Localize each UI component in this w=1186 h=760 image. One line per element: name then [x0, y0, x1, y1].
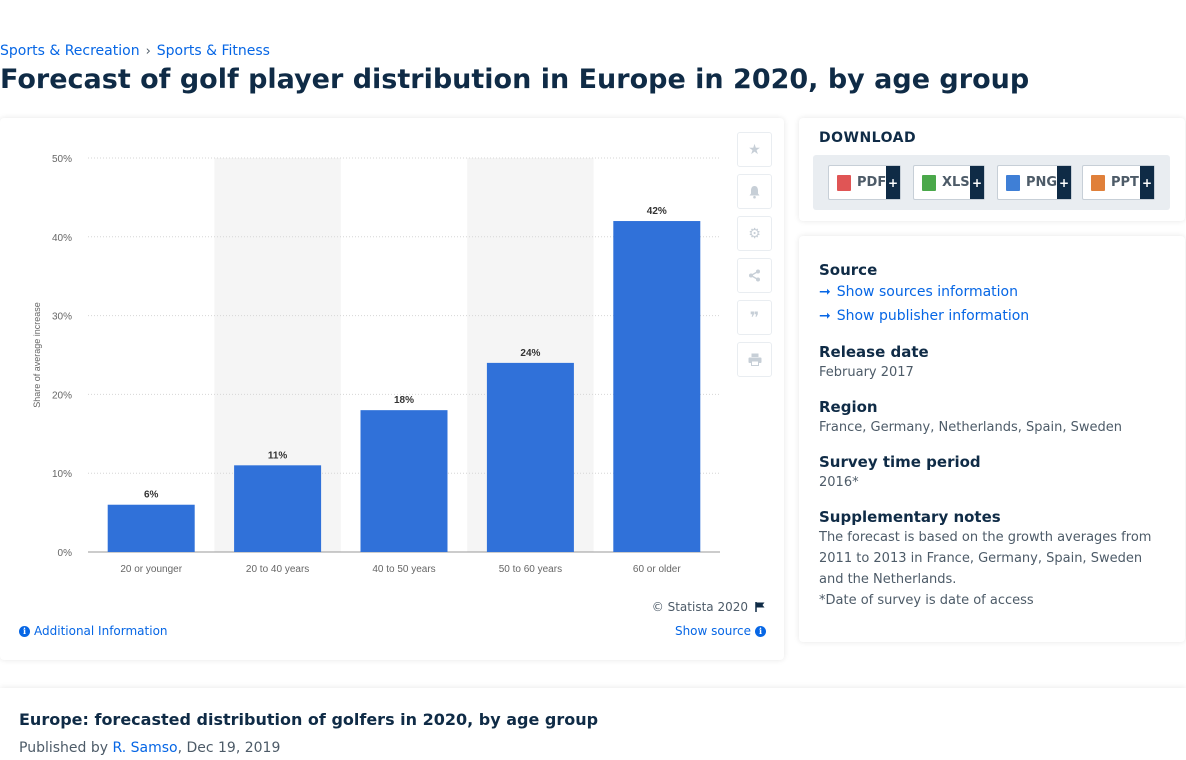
- release-date-value: February 2017: [819, 365, 914, 380]
- x-tick-label: 40 to 50 years: [372, 564, 435, 575]
- region-heading: Region: [819, 398, 878, 416]
- download-card: DOWNLOAD PDF + XLS + PNG + PPT +: [799, 118, 1185, 221]
- plus-icon: +: [886, 166, 900, 199]
- x-tick-label: 60 or older: [633, 564, 681, 575]
- published-by: Published by R. Samso, Dec 19, 2019: [19, 740, 280, 756]
- show-sources-label: Show sources information: [836, 284, 1018, 300]
- share-icon: [749, 269, 760, 282]
- bar: [107, 504, 195, 552]
- data-label: 11%: [268, 450, 288, 461]
- chart-card: 0% 10% 20% 30% 40% 50% 6% 20 or younger 11% 20 to…: [0, 118, 784, 660]
- print-button[interactable]: [737, 342, 772, 377]
- arrow-right-icon: ➞: [819, 308, 831, 324]
- supplementary-notes-heading: Supplementary notes: [819, 508, 1001, 526]
- data-label: 42%: [647, 206, 667, 217]
- download-png-label: PNG: [1026, 175, 1058, 190]
- arrow-right-icon: ➞: [819, 284, 831, 300]
- quote-icon: ❞: [749, 308, 760, 327]
- breadcrumb: Sports & Recreation › Sports & Fitness: [0, 43, 270, 59]
- bar: [613, 221, 701, 552]
- additional-information-label: Additional Information: [34, 624, 168, 638]
- survey-period-heading: Survey time period: [819, 453, 981, 471]
- show-sources-link[interactable]: ➞ Show sources information: [819, 284, 1018, 300]
- data-label: 24%: [520, 348, 540, 359]
- share-button[interactable]: [737, 258, 772, 293]
- show-publisher-label: Show publisher information: [836, 308, 1030, 324]
- y-tick-label: 20%: [52, 390, 72, 401]
- copyright-notice: © Statista 2020: [652, 600, 766, 614]
- release-date-heading: Release date: [819, 343, 929, 361]
- plus-icon: +: [1057, 166, 1071, 199]
- show-publisher-link[interactable]: ➞ Show publisher information: [819, 308, 1029, 324]
- description-title: Europe: forecasted distribution of golfe…: [19, 710, 599, 729]
- copyright-text: © Statista 2020: [651, 600, 748, 614]
- info-icon: i: [755, 625, 766, 637]
- y-axis-title: Share of average increase: [32, 302, 42, 408]
- xls-file-icon: [922, 174, 936, 191]
- bar-chart: 0% 10% 20% 30% 40% 50% 6% 20 or younger 11% 20 to…: [32, 154, 720, 575]
- additional-information-link[interactable]: i Additional Information: [19, 624, 168, 638]
- y-tick-label: 50%: [52, 154, 72, 165]
- ppt-file-icon: [1091, 174, 1105, 191]
- download-heading: DOWNLOAD: [819, 130, 917, 146]
- y-tick-label: 10%: [52, 469, 72, 480]
- page-title: Forecast of golf player distribution in …: [0, 64, 1030, 95]
- region-value: France, Germany, Netherlands, Spain, Swe…: [819, 420, 1122, 435]
- settings-button[interactable]: ⚙: [737, 216, 772, 251]
- bar: [486, 362, 574, 552]
- statistic-details-card: Source ➞ Show sources information ➞ Show…: [799, 236, 1185, 642]
- data-label: 6%: [144, 490, 159, 501]
- info-icon: i: [19, 625, 30, 637]
- download-ppt-button[interactable]: PPT +: [1082, 165, 1155, 200]
- star-icon: ★: [748, 141, 761, 158]
- bar: [234, 465, 322, 552]
- y-tick-label: 0%: [58, 548, 73, 559]
- x-tick-label: 20 or younger: [120, 564, 182, 575]
- download-ppt-label: PPT: [1111, 175, 1139, 190]
- download-xls-button[interactable]: XLS +: [913, 165, 985, 200]
- breadcrumb-item-sports-recreation[interactable]: Sports & Recreation: [0, 43, 140, 59]
- plus-icon: +: [970, 166, 984, 199]
- author-link[interactable]: R. Samso: [112, 740, 178, 756]
- print-icon: [748, 353, 761, 366]
- bar: [360, 410, 448, 552]
- download-buttons: PDF + XLS + PNG + PPT +: [813, 155, 1170, 210]
- plus-icon: +: [1140, 166, 1154, 199]
- breadcrumb-item-sports-fitness[interactable]: Sports & Fitness: [156, 43, 270, 59]
- chart-tools: ★ ⚙ ❞: [737, 132, 772, 377]
- source-heading: Source: [819, 261, 878, 279]
- pdf-file-icon: [837, 174, 851, 191]
- description-card: Europe: forecasted distribution of golfe…: [0, 688, 1186, 760]
- cite-button[interactable]: ❞: [737, 300, 772, 335]
- published-date: , Dec 19, 2019: [177, 740, 281, 756]
- notify-button[interactable]: [737, 174, 772, 209]
- gear-icon: ⚙: [748, 225, 761, 242]
- bell-icon: [749, 185, 760, 198]
- download-pdf-label: PDF: [857, 175, 887, 190]
- data-label: 18%: [394, 395, 414, 406]
- published-prefix: Published by: [19, 740, 113, 756]
- x-tick-label: 20 to 40 years: [246, 564, 309, 575]
- y-tick-label: 40%: [52, 233, 72, 244]
- show-source-label: Show source: [674, 624, 751, 638]
- show-source-link[interactable]: Show source i: [675, 624, 766, 638]
- breadcrumb-separator-icon: ›: [145, 43, 151, 59]
- y-tick-label: 30%: [52, 312, 72, 323]
- favorite-button[interactable]: ★: [737, 132, 772, 167]
- supplementary-notes-value: The forecast is based on the growth aver…: [819, 530, 1152, 587]
- png-file-icon: [1006, 174, 1020, 191]
- download-xls-label: XLS: [942, 175, 970, 190]
- flag-icon[interactable]: [754, 601, 766, 613]
- supplementary-notes-footnote: *Date of survey is date of access: [819, 593, 1034, 608]
- x-tick-label: 50 to 60 years: [499, 564, 562, 575]
- download-png-button[interactable]: PNG +: [997, 165, 1072, 200]
- download-pdf-button[interactable]: PDF +: [828, 165, 901, 200]
- survey-period-value: 2016*: [819, 475, 859, 490]
